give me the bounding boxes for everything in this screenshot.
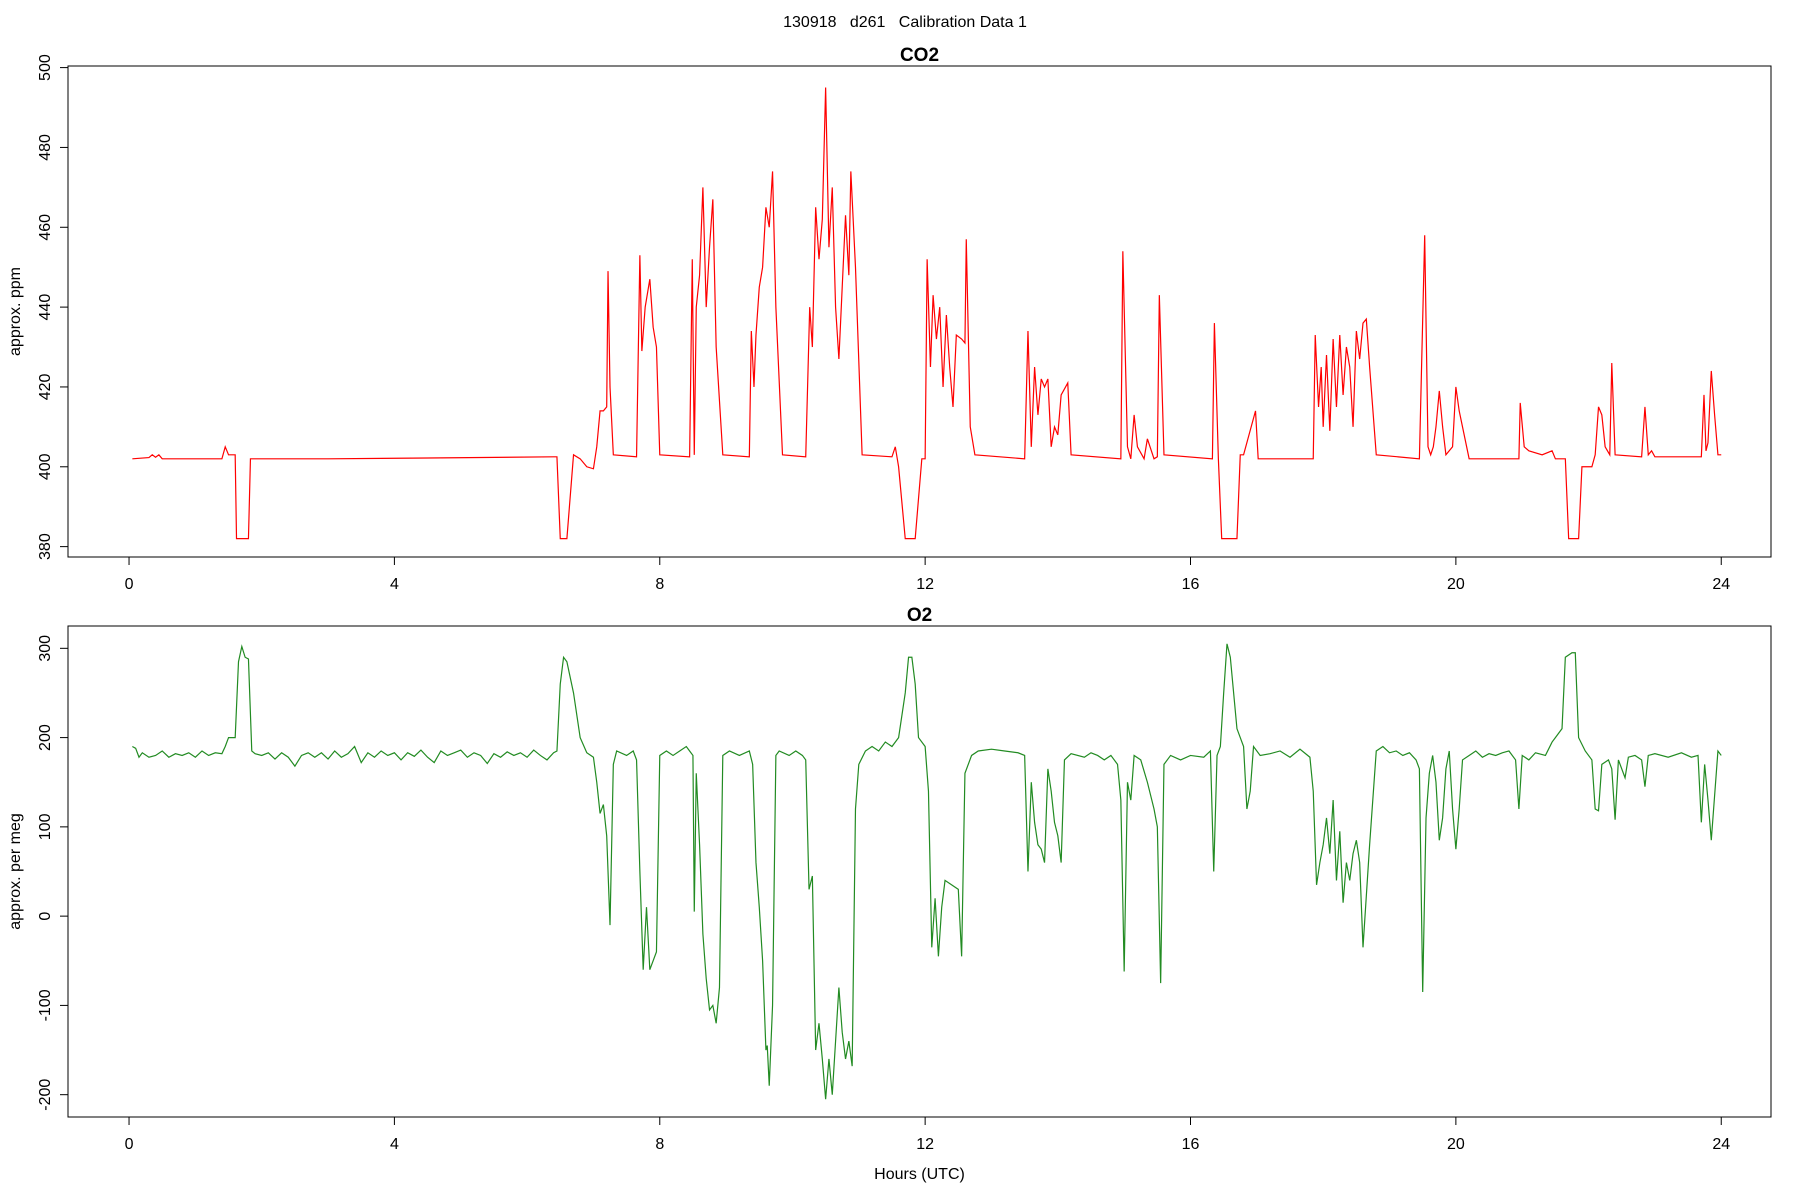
x-tick-label: 4: [390, 576, 399, 593]
y-axis-label: approx. per meg: [7, 813, 24, 930]
y-tick-label: 500: [37, 54, 54, 81]
x-tick-label: 0: [125, 1136, 134, 1153]
x-tick-label: 16: [1182, 1136, 1200, 1153]
figure-title: 130918 d261 Calibration Data 1: [783, 14, 1027, 31]
x-tick-label: 12: [916, 1136, 934, 1153]
y-tick-label: 420: [37, 374, 54, 401]
panel-title: CO2: [900, 45, 939, 66]
x-tick-label: 20: [1447, 576, 1465, 593]
y-tick-label: 460: [37, 214, 54, 241]
x-tick-label: 24: [1712, 1136, 1730, 1153]
x-tick-label: 8: [655, 576, 664, 593]
panel-title: O2: [907, 605, 932, 626]
y-tick-label: -200: [37, 1079, 54, 1111]
y-tick-label: 380: [37, 533, 54, 560]
x-tick-label: 20: [1447, 1136, 1465, 1153]
y-tick-label: -100: [37, 989, 54, 1021]
x-tick-label: 8: [655, 1136, 664, 1153]
y-tick-label: 480: [37, 134, 54, 161]
data-line: [132, 643, 1722, 1100]
x-tick-label: 16: [1182, 576, 1200, 593]
data-line: [132, 87, 1722, 540]
y-tick-label: 400: [37, 453, 54, 480]
x-tick-label: 12: [916, 576, 934, 593]
y-tick-label: 200: [37, 724, 54, 751]
x-tick-label: 24: [1712, 576, 1730, 593]
x-axis-label: Hours (UTC): [874, 1166, 965, 1183]
y-axis-label: approx. ppm: [7, 267, 24, 356]
x-tick-label: 4: [390, 1136, 399, 1153]
y-tick-label: 0: [37, 912, 54, 921]
x-tick-label: 0: [125, 576, 134, 593]
y-tick-label: 100: [37, 813, 54, 840]
y-tick-label: 300: [37, 635, 54, 662]
y-tick-label: 440: [37, 294, 54, 321]
plot-frame: [67, 625, 1772, 1118]
